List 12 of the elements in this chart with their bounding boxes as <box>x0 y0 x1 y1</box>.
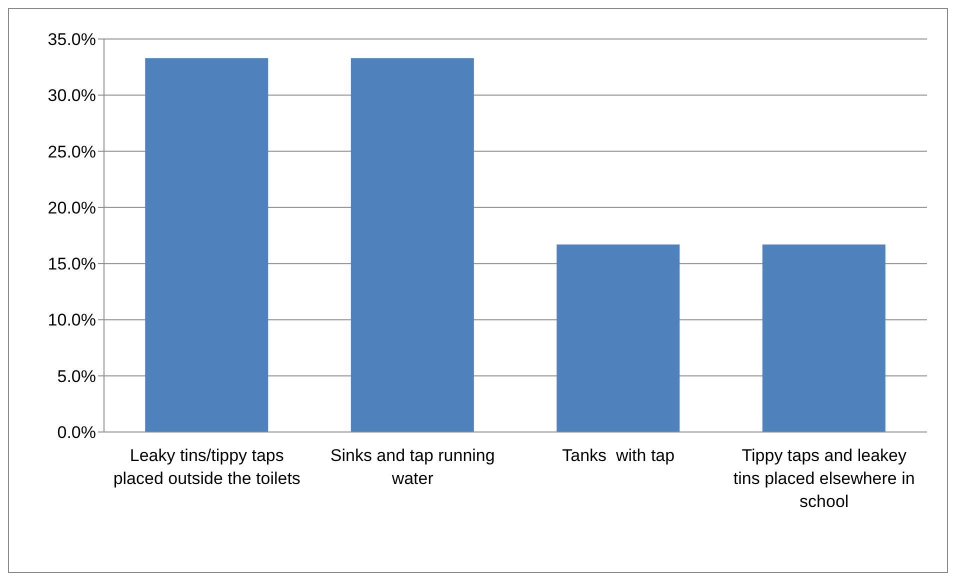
y-tick-label: 0.0% <box>57 423 96 442</box>
x-tick-label: Tanks with tap <box>561 445 676 467</box>
y-tick-label: 15.0% <box>48 254 96 274</box>
y-tick-label: 35.0% <box>48 30 96 50</box>
x-tick-label: Leaky tins/tippy taps placed outside the toilets <box>112 445 302 490</box>
y-tick-label: 25.0% <box>48 142 96 162</box>
x-tick-label: Sinks and tap running water <box>329 445 496 490</box>
y-tick-label: 10.0% <box>48 310 96 330</box>
y-tick-label: 5.0% <box>57 366 96 386</box>
y-tick-label: 30.0% <box>48 86 96 106</box>
y-tick-label: 20.0% <box>48 198 96 218</box>
x-tick-label: Tippy taps and leakey tins placed elsewhere in school <box>732 445 916 513</box>
